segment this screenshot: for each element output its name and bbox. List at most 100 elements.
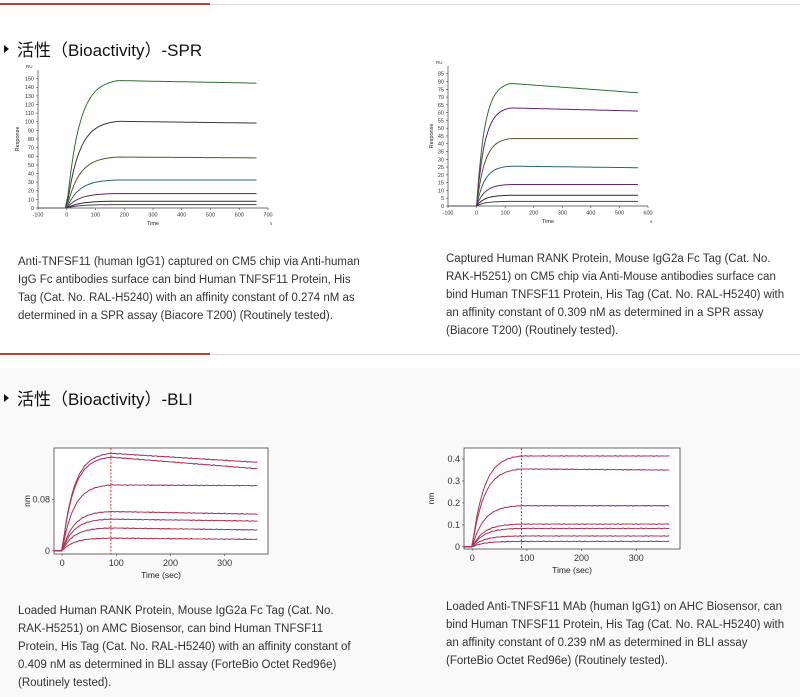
middle-divider [0, 353, 800, 355]
fit-line [464, 468, 670, 548]
y-tick-label: 0.2 [447, 498, 460, 508]
series-line [448, 107, 638, 207]
x-tick-label: 200 [120, 213, 129, 219]
y-tick-label: 130 [25, 94, 34, 100]
y-tick-label: 30 [28, 180, 34, 186]
y-tick-label: 60 [438, 111, 444, 117]
fit-line [464, 455, 670, 548]
spr-section-title: 活性（Bioactivity）-SPR [4, 36, 202, 61]
x-tick-label: 300 [558, 211, 567, 217]
fit-line [38, 121, 257, 209]
x-tick-label: -100 [32, 213, 43, 219]
y-tick-label: 55 [438, 118, 444, 124]
y-tick-label: 10 [28, 197, 34, 203]
y-tick-label: 65 [438, 103, 444, 109]
fit-line [448, 184, 638, 207]
y-tick-label: 0.3 [447, 476, 460, 486]
y-tick-label: 20 [28, 189, 34, 195]
y-tick-label: 85 [438, 72, 444, 78]
fit-line [54, 452, 258, 552]
y-tick-label: 0 [45, 546, 50, 556]
y-tick-label: 0.08 [32, 495, 50, 505]
y-tick-label: 100 [25, 120, 34, 126]
series-line [448, 138, 638, 207]
y-axis-label: Response [429, 124, 435, 149]
fit-line [464, 528, 670, 548]
spr-chart-left: -100 0 100 200 300 400 500 600 700 0 10 20 30 40 50 60 7… [14, 60, 276, 245]
middle-divider-accent [0, 353, 210, 355]
triangle-bullet-icon [4, 44, 9, 53]
x-unit-label: s [270, 221, 273, 226]
x-tick-label: 0 [65, 213, 68, 219]
x-unit-label: s [650, 219, 653, 224]
x-tick-label: 100 [519, 553, 534, 563]
fit-line [54, 484, 258, 552]
y-tick-label: 50 [438, 126, 444, 132]
y-tick-label: 15 [438, 181, 444, 187]
fit-line [54, 456, 258, 552]
x-tick-label: 600 [643, 211, 652, 217]
fit-line [448, 201, 638, 207]
y-tick-label: 45 [438, 134, 444, 140]
bli-chart-left-svg: 0 100 200 300 0 0.08 Time (sec) nm [22, 447, 269, 580]
fit-line [54, 511, 258, 552]
y-tick-label: 0.1 [447, 520, 460, 530]
fit-line [38, 204, 257, 209]
fit-line [448, 107, 638, 207]
y-axis-label: nm [22, 495, 32, 507]
y-tick-label: 75 [438, 87, 444, 93]
y-tick-label: 0 [31, 206, 34, 212]
x-tick-label: 200 [529, 211, 538, 217]
y-axis-label: Response [15, 127, 21, 152]
x-tick-label: 400 [586, 211, 595, 217]
fit-line [54, 518, 258, 552]
x-tick-label: 200 [163, 558, 178, 568]
y-tick-label: 30 [438, 157, 444, 163]
y-tick-label: 70 [438, 95, 444, 101]
x-tick-label: 500 [206, 213, 215, 219]
y-tick-label: 40 [28, 171, 34, 177]
x-tick-label: 0 [60, 558, 65, 568]
x-axis-label: Time [147, 221, 159, 227]
y-tick-label: 0 [455, 542, 460, 552]
x-tick-label: 300 [217, 558, 232, 568]
x-tick-label: 200 [574, 553, 589, 563]
fit-line [464, 523, 670, 548]
y-tick-label: 80 [28, 137, 34, 143]
spr-caption-right: Captured Human RANK Protein, Mouse IgG2a… [446, 253, 785, 337]
top-divider [0, 3, 800, 5]
y-tick-label: 0.4 [447, 454, 460, 464]
y-tick-label: 5 [441, 196, 444, 202]
spr-chart-left-svg: -100 0 100 200 300 400 500 600 70001020304050607… [15, 64, 273, 227]
y-tick-label: 35 [438, 149, 444, 155]
fit-line [448, 195, 638, 207]
y-unit-label: RU [26, 64, 33, 69]
fit-line [54, 537, 258, 552]
y-tick-label: 80 [438, 79, 444, 85]
y-axis-label: nm [426, 493, 436, 505]
bli-caption-right: Loaded Anti-TNFSF11 MAb (human IgG1) on … [446, 601, 785, 667]
x-tick-label: 100 [501, 211, 510, 217]
bli-caption-left: Loaded Human RANK Protein, Mouse IgG2a F… [18, 605, 351, 689]
y-tick-label: 0 [441, 204, 444, 210]
bli-chart-right-svg: 0 100 200 300 0 0.1 0.2 0.3 0.4 Time (sec) nm [426, 447, 681, 575]
y-tick-label: 150 [25, 77, 34, 83]
y-tick-label: 110 [25, 111, 34, 117]
y-tick-label: 40 [438, 142, 444, 148]
x-tick-label: 500 [615, 211, 624, 217]
x-axis-label: Time (sec) [141, 570, 181, 580]
fit-line [464, 541, 670, 548]
y-tick-label: 10 [438, 188, 444, 194]
fit-line [464, 535, 670, 548]
series-line [448, 82, 639, 207]
top-divider-accent [0, 3, 210, 5]
x-tick-label: 100 [91, 213, 100, 219]
y-tick-label: 70 [28, 146, 34, 152]
x-tick-label: 300 [148, 213, 157, 219]
y-tick-label: 90 [28, 128, 34, 134]
fit-line [448, 83, 639, 207]
bli-chart-right: 0 100 200 300 0 0.1 0.2 0.3 0.4 Time (sec) nm [426, 444, 686, 586]
fit-line [448, 166, 638, 207]
y-unit-label: RU [436, 60, 443, 65]
y-tick-label: 120 [25, 102, 34, 108]
